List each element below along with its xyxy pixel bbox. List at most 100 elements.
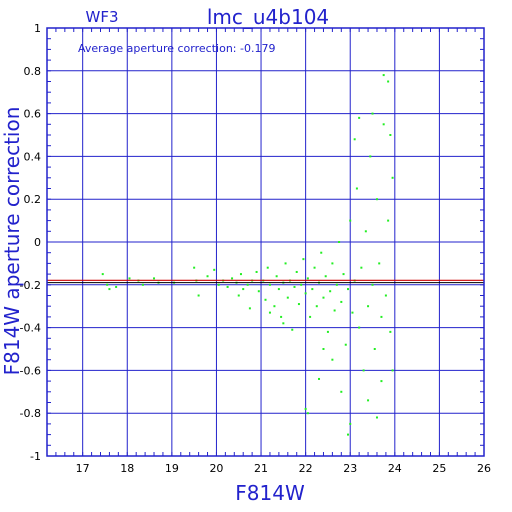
data-point (293, 285, 296, 288)
data-point (231, 277, 234, 280)
y-tick-label: 0.6 (24, 108, 42, 121)
data-point (346, 433, 349, 436)
data-point (338, 241, 341, 243)
data-point (391, 176, 394, 179)
data-point (326, 330, 329, 333)
data-point (344, 343, 347, 346)
data-point (371, 283, 374, 286)
data-point (304, 292, 307, 295)
x-tick-label: 23 (343, 462, 357, 475)
data-point (108, 288, 111, 291)
x-axis-label: F814W (235, 481, 305, 505)
data-point (353, 138, 356, 141)
chip-label: WF3 (85, 8, 118, 26)
data-point (291, 328, 294, 331)
y-tick-label: -0.8 (20, 407, 41, 420)
data-point (304, 407, 307, 410)
y-tick-label: 0 (34, 236, 41, 249)
data-point (284, 262, 287, 265)
data-point (313, 266, 316, 269)
reference-lines (47, 279, 484, 284)
data-point (197, 294, 200, 297)
data-point (101, 273, 104, 276)
data-point (360, 266, 363, 269)
data-point (331, 262, 334, 265)
data-point (213, 268, 216, 271)
data-point (315, 305, 318, 308)
data-point (340, 390, 343, 393)
data-point (193, 266, 196, 269)
data-point (375, 416, 378, 419)
y-tick-label: -0.2 (20, 279, 41, 292)
y-tick-label: 0.4 (24, 150, 42, 163)
data-point (322, 296, 325, 299)
data-point (367, 305, 370, 308)
y-tick-label: -1 (30, 450, 41, 463)
x-tick-label: 18 (120, 462, 134, 475)
data-point (264, 298, 267, 301)
data-point (153, 277, 156, 280)
data-point (239, 273, 242, 276)
data-point (389, 330, 392, 333)
data-point (329, 290, 332, 293)
x-tick-label: 20 (209, 462, 223, 475)
data-point (387, 219, 390, 222)
data-point (378, 262, 381, 265)
data-point (346, 288, 349, 291)
data-point (266, 266, 269, 269)
data-point (364, 230, 367, 233)
data-point (246, 283, 249, 286)
data-point (318, 377, 321, 380)
data-point (306, 277, 309, 280)
y-tick-label: 0.8 (24, 65, 42, 78)
data-point (141, 283, 144, 286)
average-annotation: Average aperture correction: -0.179 (78, 42, 275, 55)
data-point (282, 322, 285, 325)
data-point (268, 311, 271, 314)
data-point (275, 275, 278, 278)
data-point (106, 283, 109, 286)
x-tick-label: 26 (477, 462, 491, 475)
data-point (349, 219, 352, 222)
data-point (242, 288, 245, 291)
y-tick-label: 0.2 (24, 193, 42, 206)
data-point (206, 275, 209, 278)
data-point (382, 123, 385, 126)
data-point (389, 134, 392, 136)
data-point (384, 294, 387, 297)
data-point (237, 294, 240, 297)
data-point (297, 303, 300, 306)
x-tick-label: 25 (432, 462, 446, 475)
data-point (273, 305, 276, 308)
tick-labels: 17 18 19 20 21 22 23 24 25 26 -1 -0.8 -0.6 -0.4 -0.2 0 0… (20, 22, 491, 475)
data-point (391, 369, 394, 372)
data-point (115, 285, 118, 288)
data-point (333, 309, 336, 312)
data-point (340, 300, 343, 303)
data-point (371, 112, 374, 115)
data-point (257, 290, 260, 293)
data-point (358, 116, 361, 119)
x-tick-label: 22 (299, 462, 313, 475)
data-point (302, 258, 305, 261)
data-point (369, 155, 372, 158)
data-point (295, 270, 298, 273)
data-point (306, 412, 309, 415)
data-point (309, 315, 312, 318)
x-tick-label: 17 (76, 462, 90, 475)
data-point (255, 270, 258, 273)
data-point (380, 380, 383, 383)
data-point (375, 198, 378, 201)
data-point (226, 285, 229, 288)
plot-frame (46, 27, 485, 457)
y-tick-label: 1 (34, 22, 41, 35)
grid (46, 27, 485, 457)
chart-title: lmc_u4b104 (207, 5, 329, 29)
data-point (280, 315, 283, 318)
data-point (349, 422, 352, 425)
data-point (362, 369, 365, 372)
data-point (355, 187, 358, 190)
y-axis-label: F814W aperture correction (0, 107, 24, 376)
data-point (311, 288, 314, 291)
